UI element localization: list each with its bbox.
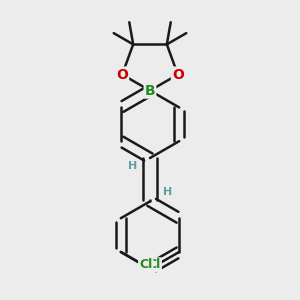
Text: Cl: Cl	[139, 258, 152, 271]
Text: H: H	[128, 161, 137, 171]
Text: H: H	[163, 187, 172, 197]
Text: B: B	[145, 84, 155, 98]
Text: O: O	[172, 68, 184, 82]
Text: O: O	[116, 68, 128, 82]
Text: Cl: Cl	[148, 258, 161, 271]
